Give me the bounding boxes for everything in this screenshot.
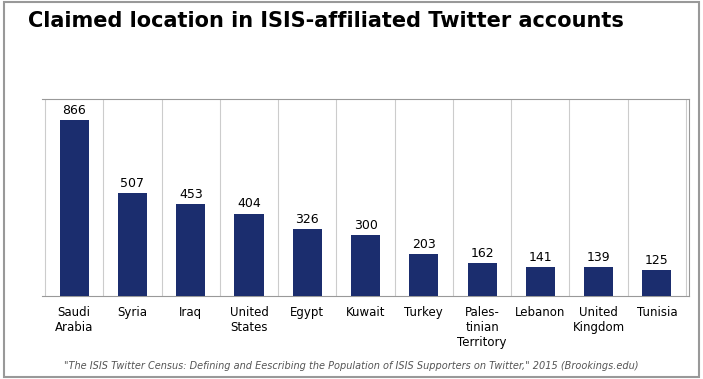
- Text: "The ISIS Twitter Census: Defining and Eescribing the Population of ISIS Support: "The ISIS Twitter Census: Defining and E…: [64, 362, 639, 371]
- Bar: [351, 235, 380, 296]
- Text: 453: 453: [179, 188, 202, 200]
- Text: 141: 141: [529, 251, 552, 264]
- Text: 139: 139: [587, 251, 610, 264]
- Bar: [292, 229, 322, 296]
- Bar: [526, 267, 555, 296]
- Text: 866: 866: [63, 103, 86, 117]
- Bar: [176, 204, 205, 296]
- Bar: [118, 193, 147, 296]
- Bar: [235, 213, 264, 296]
- Text: Claimed location in ISIS-affiliated Twitter accounts: Claimed location in ISIS-affiliated Twit…: [28, 11, 624, 31]
- Bar: [409, 254, 439, 296]
- Text: 162: 162: [470, 247, 494, 260]
- Text: 300: 300: [354, 219, 378, 232]
- Bar: [467, 263, 496, 296]
- Text: 125: 125: [645, 254, 669, 267]
- Bar: [584, 267, 613, 296]
- Bar: [60, 120, 89, 296]
- Text: 326: 326: [295, 213, 319, 226]
- Text: 404: 404: [237, 197, 261, 210]
- Bar: [643, 270, 671, 296]
- Text: 203: 203: [412, 238, 436, 251]
- Text: 507: 507: [120, 177, 145, 190]
